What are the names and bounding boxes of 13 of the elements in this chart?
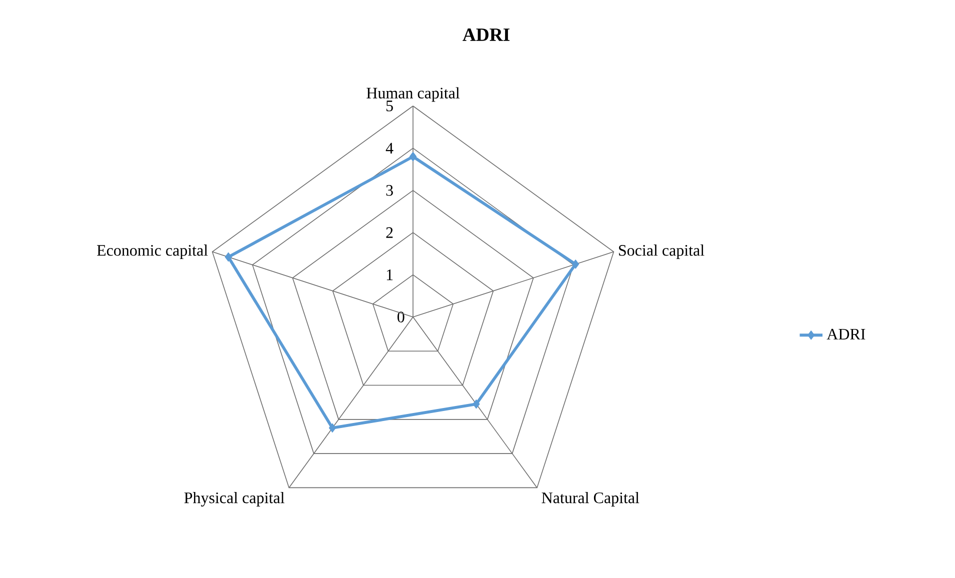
y-tick-label: 5 [386,100,393,112]
spoke-label: Economic capital [97,244,208,260]
y-tick-label: 0 [398,312,404,322]
spoke-label: Natural Capital [542,492,640,506]
y-tick-label: 1 [386,270,393,280]
y-tick-label: 3 [386,185,393,196]
y-tick-label: 4 [386,142,394,154]
legend-label: ADRI [826,328,866,340]
y-tick-label: 2 [386,227,393,238]
chart-title: ADRI [462,28,510,41]
spoke-label: Physical capital [184,492,284,507]
spoke-label: Human capital [366,87,460,102]
spoke-label: Social capital [619,244,704,260]
